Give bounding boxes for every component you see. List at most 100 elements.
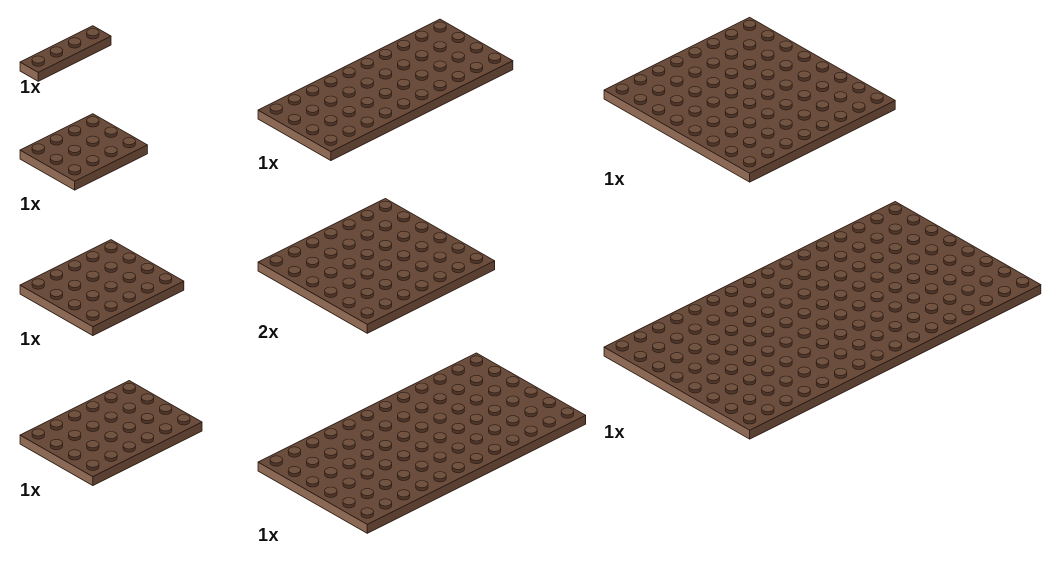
stud — [415, 50, 429, 62]
quantity-label-plate-6x12: 1x — [258, 525, 280, 545]
plate-8x16-top — [603, 200, 1042, 431]
stud — [743, 97, 757, 109]
stud — [724, 145, 738, 157]
plate-4x5 — [19, 239, 185, 337]
plate-6x12 — [257, 352, 586, 534]
stud — [724, 107, 738, 118]
stud — [852, 101, 866, 113]
stud — [906, 253, 920, 265]
plate-3x4 — [19, 113, 148, 191]
stud — [269, 455, 283, 467]
stud — [415, 241, 429, 253]
stud — [86, 401, 100, 413]
stud — [670, 371, 684, 383]
stud — [49, 153, 63, 165]
stud — [615, 340, 629, 352]
stud — [122, 271, 136, 283]
stud — [287, 94, 301, 106]
stud — [415, 480, 429, 492]
stud — [706, 57, 720, 69]
stud — [852, 261, 866, 273]
stud — [397, 469, 411, 481]
stud — [342, 258, 356, 270]
stud — [469, 374, 483, 386]
stud — [743, 117, 757, 129]
stud — [360, 307, 374, 319]
stud — [815, 120, 829, 131]
stud — [524, 406, 538, 418]
stud — [415, 382, 429, 394]
stud — [342, 277, 356, 289]
stud — [633, 331, 647, 343]
stud — [488, 404, 502, 416]
stud — [31, 428, 45, 440]
plate-4x6 — [19, 379, 203, 487]
stud — [104, 431, 118, 443]
stud — [888, 301, 902, 313]
plate-4x5-top — [19, 239, 185, 328]
stud — [86, 251, 100, 263]
stud — [761, 345, 775, 357]
stud — [122, 441, 136, 453]
stud — [469, 452, 483, 464]
stud — [724, 383, 738, 395]
stud — [342, 219, 356, 231]
stud — [68, 449, 82, 461]
stud — [360, 448, 374, 460]
stud — [797, 327, 811, 339]
stud — [652, 84, 666, 96]
stud — [433, 21, 447, 33]
stud — [852, 339, 866, 351]
stud — [104, 300, 118, 312]
stud — [925, 322, 939, 334]
stud — [506, 434, 520, 446]
stud — [761, 306, 775, 318]
stud — [86, 459, 100, 471]
stud — [724, 305, 738, 317]
stud — [378, 298, 392, 310]
stud — [360, 248, 374, 260]
stud — [86, 155, 100, 167]
stud — [49, 269, 63, 281]
quantity-label-plate-4x6: 1x — [20, 480, 42, 500]
stud — [779, 138, 793, 150]
stud — [761, 147, 775, 159]
stud — [888, 282, 902, 294]
stud — [1016, 276, 1030, 288]
stud — [670, 75, 684, 87]
stud — [906, 272, 920, 284]
plate-4x6-top — [19, 379, 203, 478]
stud — [49, 46, 63, 58]
stud — [378, 200, 392, 212]
stud — [469, 62, 483, 73]
stud — [415, 280, 429, 292]
stud — [706, 294, 720, 306]
stud — [469, 42, 483, 54]
stud — [852, 222, 866, 234]
stud — [706, 373, 720, 385]
stud — [779, 356, 793, 368]
stud — [397, 211, 411, 223]
stud — [415, 441, 429, 453]
stud — [652, 322, 666, 334]
stud — [324, 467, 338, 479]
stud — [433, 271, 447, 283]
stud — [706, 135, 720, 147]
stud — [31, 143, 45, 155]
plate-6x7-top — [257, 197, 496, 325]
stud — [870, 271, 884, 283]
stud — [797, 90, 811, 102]
stud — [670, 352, 684, 364]
stud — [706, 333, 720, 345]
stud — [378, 420, 392, 432]
stud — [451, 261, 465, 273]
stud — [306, 476, 320, 488]
stud — [104, 126, 118, 138]
stud — [324, 95, 338, 107]
stud — [743, 19, 757, 31]
stud — [360, 209, 374, 221]
stud — [779, 258, 793, 270]
stud — [761, 127, 775, 139]
stud — [324, 486, 338, 498]
stud — [815, 279, 829, 291]
